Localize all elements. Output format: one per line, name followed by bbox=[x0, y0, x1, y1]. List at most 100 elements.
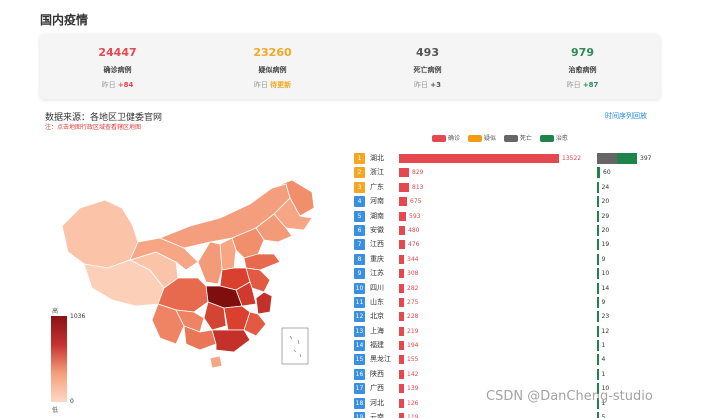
confirmed-value: 593 bbox=[409, 212, 421, 220]
timeline-replay-link[interactable]: 时间序列回放 bbox=[605, 112, 647, 120]
confirmed-bar[interactable] bbox=[399, 326, 404, 336]
cured-bar[interactable] bbox=[597, 239, 599, 251]
cured-bar[interactable] bbox=[597, 311, 599, 323]
confirmed-bar[interactable] bbox=[399, 197, 407, 207]
cured-bar[interactable] bbox=[597, 354, 599, 366]
confirmed-bar[interactable] bbox=[399, 297, 404, 307]
map-region-guizhou[interactable] bbox=[175, 309, 205, 333]
confirmed-value: 119 bbox=[407, 414, 419, 418]
province-name: 黑龙江 bbox=[370, 355, 391, 364]
province-row[interactable]: 2 浙江 829 60 bbox=[353, 166, 663, 180]
province-row[interactable]: 5 湖南 593 29 bbox=[353, 210, 663, 224]
map-region-fujian[interactable] bbox=[243, 311, 267, 337]
cured-bar[interactable] bbox=[597, 397, 599, 409]
cured-bar[interactable] bbox=[597, 296, 599, 308]
stat-suspected-yesterday: 昨日 待更新 bbox=[195, 80, 350, 90]
province-row[interactable]: 16 陕西 142 1 bbox=[353, 368, 663, 382]
map-region-hainan[interactable] bbox=[209, 355, 223, 369]
cured-bar[interactable] bbox=[597, 412, 599, 418]
province-row[interactable]: 12 北京 228 23 bbox=[353, 310, 663, 324]
province-row[interactable]: 3 广东 813 24 bbox=[353, 181, 663, 195]
confirmed-value: 813 bbox=[412, 183, 424, 191]
legend-suspected[interactable]: 疑似 bbox=[467, 133, 496, 142]
cured-value: 23 bbox=[601, 313, 610, 321]
confirmed-bar[interactable] bbox=[399, 254, 404, 264]
china-choropleth-map[interactable] bbox=[60, 178, 322, 370]
stat-deaths-delta: +3 bbox=[430, 81, 441, 89]
province-row[interactable]: 7 江西 476 19 bbox=[353, 238, 663, 252]
confirmed-bar[interactable] bbox=[399, 182, 409, 192]
map-region-heilongjiang[interactable] bbox=[271, 179, 315, 217]
confirmed-bar[interactable] bbox=[399, 341, 404, 351]
legend-confirmed[interactable]: 确诊 bbox=[432, 133, 460, 142]
confirmed-bar[interactable] bbox=[399, 225, 405, 235]
cured-bar[interactable] bbox=[597, 282, 599, 294]
map-key-gradient[interactable] bbox=[51, 316, 67, 402]
confirmed-bar[interactable] bbox=[399, 269, 404, 279]
yesterday-prefix: 昨日 bbox=[253, 81, 268, 89]
page-title: 国内疫情 bbox=[40, 13, 89, 27]
province-name: 山东 bbox=[370, 297, 384, 306]
map-region-shanxi[interactable] bbox=[219, 237, 237, 271]
stat-deaths-label: 死亡病例 bbox=[413, 66, 442, 74]
cured-value: 19 bbox=[601, 241, 610, 249]
cured-bar[interactable] bbox=[597, 268, 599, 280]
stat-suspected-delta: 待更新 bbox=[270, 81, 292, 89]
province-row[interactable]: 13 上海 219 12 bbox=[353, 325, 663, 339]
province-row[interactable]: 8 重庆 344 9 bbox=[353, 253, 663, 267]
confirmed-value: 282 bbox=[407, 284, 419, 292]
cured-bar[interactable] bbox=[597, 368, 599, 380]
cured-bar[interactable] bbox=[597, 181, 599, 193]
death-bar[interactable] bbox=[597, 153, 617, 164]
confirmed-bar[interactable] bbox=[399, 283, 404, 293]
rank-badge: 8 bbox=[354, 253, 365, 265]
map-region-guangdong[interactable] bbox=[211, 329, 251, 353]
map-key-min: 0 bbox=[70, 398, 74, 405]
cured-value: 1 bbox=[601, 342, 606, 350]
cured-bar[interactable] bbox=[597, 167, 600, 179]
confirmed-bar[interactable] bbox=[399, 413, 404, 418]
confirmed-bar[interactable] bbox=[399, 369, 404, 379]
province-row[interactable]: 19 云南 119 5 bbox=[353, 411, 663, 418]
confirmed-bar[interactable] bbox=[399, 168, 409, 178]
map-region-xinjiang[interactable] bbox=[61, 199, 139, 269]
confirmed-bar[interactable] bbox=[399, 355, 404, 365]
province-row[interactable]: 11 山东 275 9 bbox=[353, 296, 663, 310]
province-name: 湖北 bbox=[370, 154, 384, 162]
cured-bar[interactable] bbox=[597, 383, 599, 395]
province-row[interactable]: 10 四川 282 14 bbox=[353, 282, 663, 296]
map-region-zhejiang[interactable] bbox=[255, 291, 273, 315]
province-row[interactable]: 1 湖北 13522 397 bbox=[353, 152, 663, 166]
cured-bar[interactable] bbox=[597, 340, 599, 352]
yesterday-prefix: 昨日 bbox=[414, 81, 428, 89]
cured-bar[interactable] bbox=[597, 224, 599, 236]
confirmed-bar[interactable] bbox=[399, 398, 404, 408]
province-row[interactable]: 6 安徽 480 20 bbox=[353, 224, 663, 238]
province-name: 陕西 bbox=[370, 369, 384, 378]
data-source: 数据来源：各地区卫健委官网 bbox=[45, 113, 163, 123]
cured-bar[interactable] bbox=[597, 210, 599, 222]
confirmed-bar[interactable] bbox=[399, 240, 405, 250]
cured-bar[interactable] bbox=[597, 253, 599, 265]
map-region-hunan[interactable] bbox=[203, 301, 227, 331]
province-row[interactable]: 4 河南 675 20 bbox=[353, 195, 663, 209]
cured-bar[interactable] bbox=[597, 325, 599, 337]
cured-bar[interactable] bbox=[597, 196, 599, 208]
province-row[interactable]: 17 广西 139 10 bbox=[353, 382, 663, 396]
map-region-shaanxi[interactable] bbox=[197, 241, 223, 285]
legend-deaths[interactable]: 死亡 bbox=[503, 133, 532, 142]
map-region-shandong[interactable] bbox=[243, 253, 281, 271]
province-row[interactable]: 18 河北 126 1 bbox=[353, 397, 663, 411]
province-row[interactable]: 14 福建 194 1 bbox=[353, 339, 663, 353]
confirmed-bar[interactable] bbox=[399, 384, 404, 394]
confirmed-bar[interactable] bbox=[399, 211, 406, 221]
province-row[interactable]: 15 黑龙江 155 4 bbox=[353, 353, 663, 367]
confirmed-bar[interactable] bbox=[399, 154, 559, 163]
confirmed-bar[interactable] bbox=[399, 312, 404, 322]
rank-badge: 9 bbox=[354, 268, 365, 280]
province-row[interactable]: 9 江苏 308 10 bbox=[353, 267, 663, 281]
legend-chip bbox=[467, 135, 482, 142]
legend-cured[interactable]: 治愈 bbox=[539, 133, 568, 142]
cured-bar[interactable] bbox=[617, 153, 637, 164]
confirmed-value: 275 bbox=[407, 298, 419, 306]
